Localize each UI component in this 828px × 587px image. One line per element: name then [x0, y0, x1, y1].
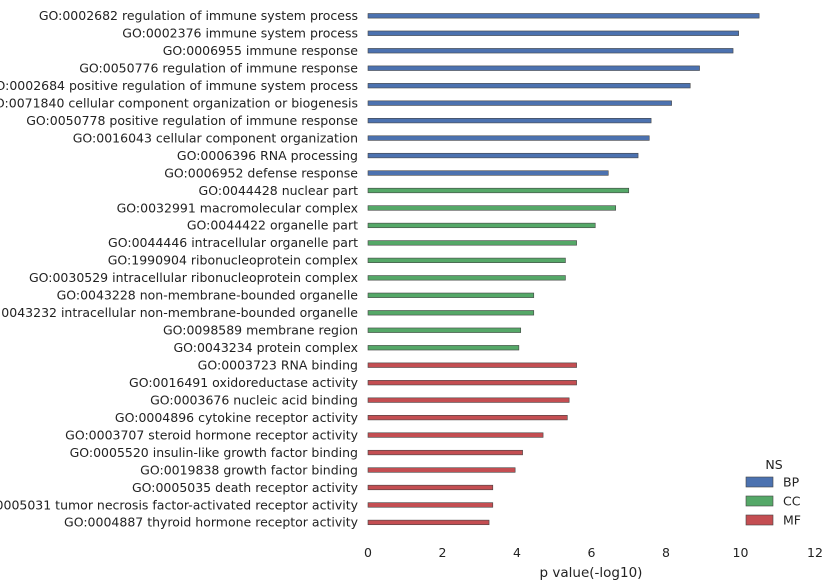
- x-tick-group: 0 2 4 6 8 10 12: [364, 545, 823, 560]
- x-axis-label: p value(-log10): [540, 565, 643, 581]
- category-label: GO:0006955 immune response: [163, 43, 359, 58]
- category-label: GO:0002682 regulation of immune system p…: [39, 8, 358, 23]
- category-label: GO:0006952 defense response: [164, 165, 358, 180]
- legend-swatch: [745, 476, 774, 488]
- category-label: GO:0016043 cellular component organizati…: [73, 130, 358, 145]
- bar: [367, 362, 577, 368]
- category-label: GO:0098589 membrane region: [163, 323, 358, 338]
- category-label: GO:0016491 oxidoreductase activity: [129, 375, 359, 390]
- bar: [367, 397, 570, 403]
- category-label: GO:0032991 macromolecular complex: [117, 200, 358, 215]
- legend-label: MF: [783, 513, 801, 528]
- bar: [367, 170, 609, 176]
- bar: [367, 83, 691, 89]
- bar: [367, 484, 494, 491]
- bar: [367, 205, 617, 211]
- category-label-group: GO:0002682 regulation of immune system p…: [0, 8, 359, 530]
- legend-label: CC: [783, 494, 801, 509]
- category-label: GO:0044446 intracellular organelle part: [108, 235, 358, 250]
- category-label: GO:0005520 insulin-like growth factor bi…: [70, 445, 358, 460]
- bar: [367, 65, 700, 71]
- bar: [367, 30, 739, 36]
- category-label: GO:1990904 ribonucleoprotein complex: [108, 253, 358, 268]
- bar: [367, 222, 596, 229]
- category-label: GO:0050776 regulation of immune response: [79, 61, 358, 76]
- bar: [367, 345, 520, 351]
- bar: [367, 310, 535, 316]
- category-label: GO:0002376 immune system process: [122, 26, 358, 41]
- bar: [367, 275, 566, 281]
- bar: [367, 48, 734, 54]
- bar: [367, 13, 760, 19]
- category-label: GO:0003676 nucleic acid binding: [150, 392, 358, 407]
- x-tick-label: 4: [513, 545, 521, 560]
- bar: [367, 118, 652, 124]
- category-label: GO:0004887 thyroid hormone receptor acti…: [64, 515, 359, 530]
- bar: [367, 449, 523, 456]
- category-label: GO:0004896 cytokine receptor activity: [115, 410, 359, 425]
- bar: [367, 135, 650, 141]
- category-label: GO:0071840 cellular component organizati…: [0, 95, 358, 110]
- bar: [367, 240, 577, 246]
- bar: [367, 432, 544, 438]
- category-label: GO:0003723 RNA binding: [198, 358, 358, 373]
- bar: [367, 502, 494, 508]
- bar: [367, 292, 535, 298]
- x-tick-label: 0: [364, 545, 372, 560]
- category-label: GO:0044428 nuclear part: [199, 183, 359, 198]
- category-label: GO:0019838 growth factor binding: [140, 462, 358, 477]
- x-tick-label: 6: [588, 545, 596, 560]
- bar-group: [367, 13, 760, 526]
- bar: [367, 327, 522, 333]
- x-tick-label: 10: [733, 545, 749, 560]
- x-tick-label: 8: [662, 545, 670, 560]
- legend: NS BP CC MF: [745, 457, 801, 528]
- bar: [367, 100, 672, 106]
- category-label: GO:0043234 protein complex: [173, 340, 358, 355]
- category-label: GO:0043232 intracellular non-membrane-bo…: [0, 305, 358, 320]
- x-tick-label: 2: [439, 545, 447, 560]
- bar: [367, 152, 639, 159]
- bar: [367, 187, 630, 194]
- legend-swatch: [745, 514, 774, 526]
- bar: [367, 380, 577, 386]
- category-label: GO:0006396 RNA processing: [177, 148, 358, 163]
- category-label: GO:0003707 steroid hormone receptor acti…: [65, 427, 358, 442]
- legend-label: BP: [783, 475, 800, 490]
- legend-entries: BP CC MF: [745, 475, 801, 528]
- category-label: GO:0005031 tumor necrosis factor-activat…: [0, 497, 359, 512]
- bar: [367, 415, 568, 421]
- x-tick-label: 12: [807, 545, 823, 560]
- category-label: GO:0005035 death receptor activity: [132, 480, 359, 495]
- category-label: GO:0044422 organelle part: [187, 218, 358, 233]
- category-label: GO:0030529 intracellular ribonucleoprote…: [29, 270, 358, 285]
- category-label: GO:0043228 non-membrane-bounded organell…: [57, 288, 359, 303]
- bar: [367, 467, 516, 473]
- category-label: GO:0050778 positive regulation of immune…: [26, 113, 358, 128]
- category-label: GO:0002684 positive regulation of immune…: [0, 78, 358, 93]
- bar: [367, 519, 490, 526]
- legend-title: NS: [765, 457, 782, 472]
- bar: [367, 257, 566, 263]
- legend-swatch: [745, 495, 774, 507]
